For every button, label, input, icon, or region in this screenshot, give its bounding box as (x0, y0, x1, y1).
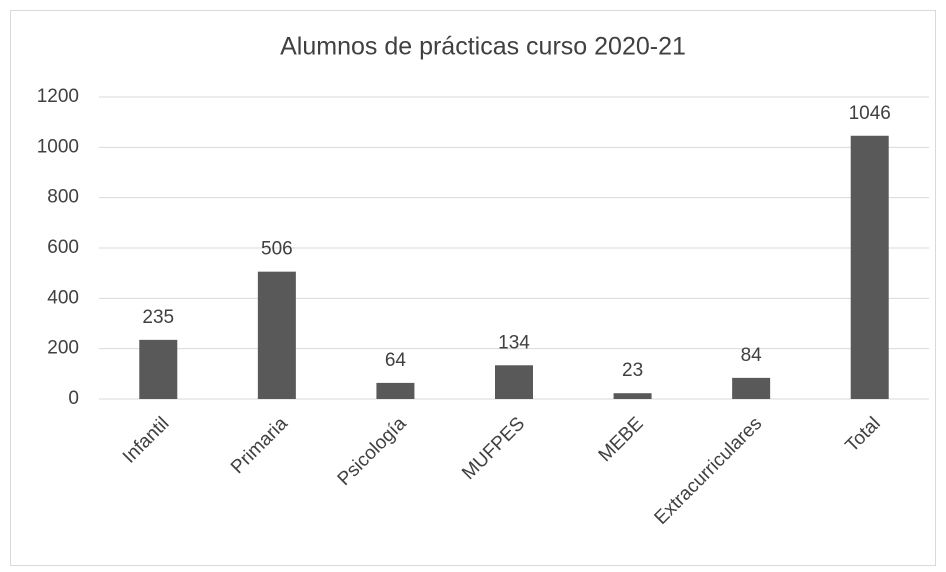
data-label: 23 (622, 360, 643, 381)
y-tick-label: 1200 (37, 86, 79, 107)
bar (613, 393, 652, 399)
bar (732, 377, 771, 399)
y-tick-label: 1000 (37, 136, 79, 157)
bar (850, 135, 889, 400)
y-tick-label: 400 (47, 287, 79, 308)
y-tick-label: 0 (68, 388, 79, 409)
data-label: 84 (741, 345, 763, 366)
data-label: 235 (142, 307, 174, 328)
y-tick-label: 200 (47, 338, 79, 359)
data-label: 1046 (849, 103, 891, 124)
bar (376, 382, 415, 399)
y-tick-label: 600 (47, 237, 79, 258)
chart-title: Alumnos de prácticas curso 2020-21 (280, 33, 686, 61)
data-label: 134 (498, 332, 530, 353)
bar (139, 339, 178, 399)
chart-border (10, 10, 936, 566)
data-label: 64 (385, 350, 407, 371)
bar (257, 271, 296, 399)
bar (495, 365, 533, 399)
data-label: 506 (261, 239, 293, 260)
y-tick-label: 800 (47, 187, 79, 208)
